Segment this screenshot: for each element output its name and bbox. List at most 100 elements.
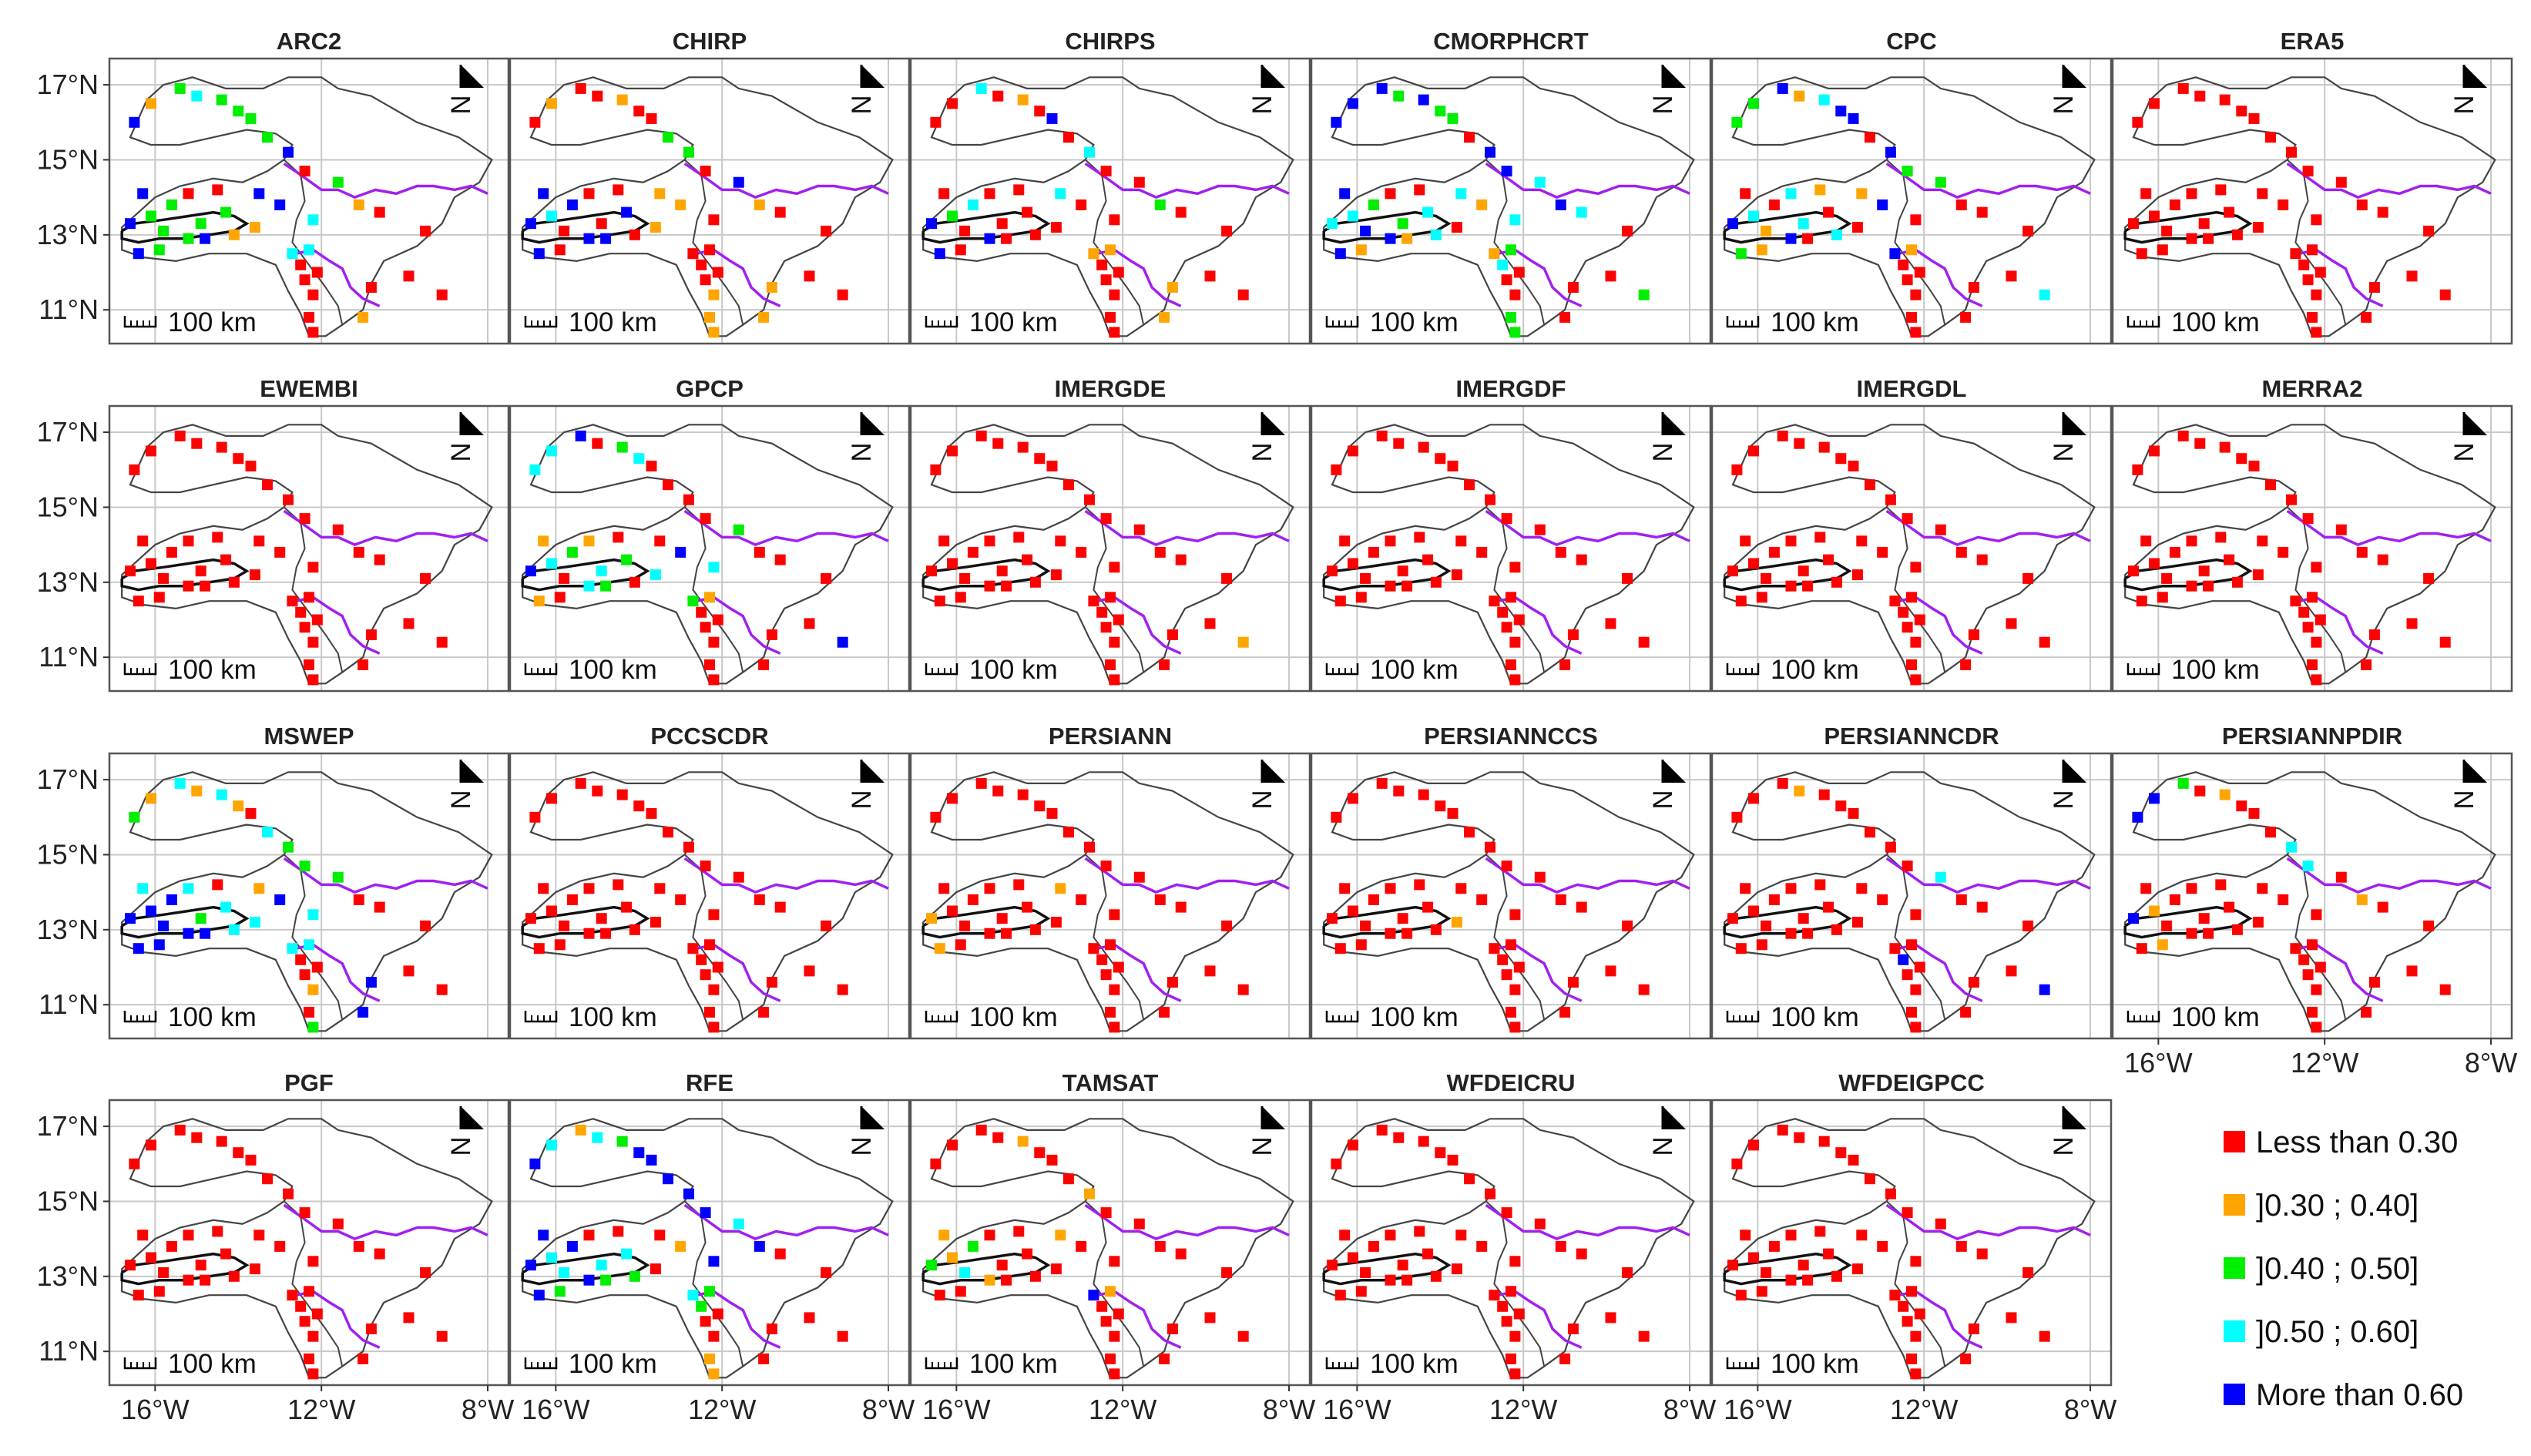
station-marker (1133, 524, 1145, 535)
station-marker (1029, 1270, 1041, 1282)
map-panel: WFDEICRU N 100 km (1310, 1069, 1712, 1387)
station-marker (1339, 188, 1351, 200)
station-marker (1327, 913, 1338, 924)
station-marker (1397, 565, 1408, 577)
station-marker (633, 1147, 645, 1159)
station-marker (566, 199, 578, 210)
station-marker (1422, 554, 1434, 565)
station-marker (1159, 659, 1170, 670)
station-marker (1818, 94, 1830, 106)
station-marker (1898, 606, 1909, 618)
station-marker (1455, 883, 1467, 894)
station-marker (307, 636, 319, 648)
legend-label: More than 0.60 (2256, 1378, 2463, 1412)
station-marker (1237, 1330, 1249, 1342)
station-marker (996, 913, 1008, 924)
station-marker (2186, 883, 2197, 894)
station-marker (1401, 928, 1413, 939)
river-line (1084, 509, 1290, 546)
station-marker (766, 629, 777, 640)
river-line (1485, 1203, 1690, 1240)
river-line (683, 509, 889, 546)
station-marker (2132, 464, 2143, 475)
scale-bar-icon (1726, 1357, 1760, 1370)
station-marker (546, 1139, 557, 1151)
station-marker (174, 1124, 186, 1136)
sub-basin-boundary (283, 159, 344, 325)
station-marker (1638, 984, 1650, 995)
station-marker (307, 1368, 319, 1380)
station-marker (754, 1240, 765, 1252)
station-marker (1401, 233, 1413, 244)
scale-bar-label: 100 km (1370, 1349, 1459, 1379)
station-marker (1509, 1330, 1521, 1342)
station-marker (1175, 1248, 1187, 1260)
station-marker (583, 1230, 595, 1241)
station-marker (1046, 112, 1058, 124)
station-marker (249, 917, 260, 928)
station-marker (2290, 248, 2301, 260)
station-marker (1447, 460, 1459, 471)
station-marker (133, 1290, 144, 1301)
station-marker (1555, 546, 1566, 558)
scale-bar-icon (1726, 1011, 1760, 1023)
station-marker (837, 289, 848, 300)
station-marker (559, 572, 570, 584)
station-marker (1622, 572, 1633, 584)
station-marker (926, 218, 937, 230)
station-marker (307, 327, 319, 338)
station-marker (2248, 460, 2260, 471)
station-marker (283, 146, 294, 158)
station-marker (529, 811, 541, 823)
station-marker (1476, 894, 1488, 905)
gambia-boundary (921, 905, 1051, 939)
station-marker (1076, 894, 1087, 905)
scale-bar-label: 100 km (569, 1349, 657, 1379)
station-marker (2136, 595, 2147, 607)
station-marker (2290, 595, 2301, 607)
north-arrow-icon (2464, 412, 2487, 435)
river-line (1885, 857, 2091, 894)
station-marker (1509, 674, 1521, 686)
station-marker (1761, 920, 1772, 931)
station-marker (992, 785, 1004, 797)
station-marker (1050, 222, 1062, 233)
station-marker (283, 1188, 294, 1199)
station-marker (2236, 800, 2247, 812)
station-marker (733, 1218, 744, 1230)
station-marker (804, 1312, 815, 1323)
scale-bar-icon (123, 1357, 157, 1370)
station-marker (1794, 1132, 1805, 1143)
station-marker (2311, 674, 2322, 686)
north-arrow-label: N (2449, 442, 2479, 461)
station-marker (696, 259, 707, 270)
station-marker (2186, 188, 2197, 200)
station-marker (1497, 1300, 1509, 1312)
station-marker (700, 513, 711, 525)
panel-title: CHIRPS (1065, 28, 1155, 55)
station-marker (191, 785, 203, 797)
station-marker (1976, 901, 1988, 913)
legend-label: Less than 0.30 (2256, 1126, 2458, 1159)
station-marker (1435, 1147, 1446, 1159)
north-arrow-icon (2063, 760, 2086, 783)
station-marker (1414, 184, 1425, 196)
station-marker (2307, 1006, 2318, 1018)
station-marker (125, 218, 136, 230)
x-tick-label: 16°W (1724, 1394, 1791, 1425)
station-marker (654, 535, 666, 547)
station-marker (2307, 939, 2318, 951)
station-marker (687, 943, 699, 954)
station-marker (1506, 659, 1516, 670)
station-marker (1105, 244, 1116, 256)
station-marker (2311, 562, 2322, 573)
panel-title: TAMSAT (1062, 1069, 1159, 1096)
station-marker (2361, 659, 2372, 670)
station-marker (129, 116, 140, 128)
station-marker (2186, 233, 2197, 244)
station-marker (2257, 883, 2268, 894)
station-marker (1451, 917, 1462, 928)
station-marker (704, 1006, 715, 1018)
river-line (1885, 1203, 2091, 1240)
station-marker (1001, 1274, 1012, 1286)
